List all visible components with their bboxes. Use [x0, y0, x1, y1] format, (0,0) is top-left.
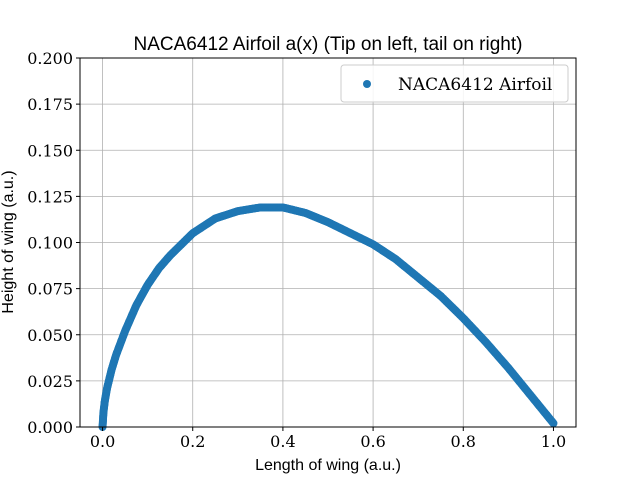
x-tick-label: 0.8 [451, 432, 476, 451]
y-tick-label: 0.025 [27, 372, 73, 391]
y-tick-label: 0.100 [27, 234, 73, 253]
y-tick-label: 0.175 [27, 95, 73, 114]
grid-lines [80, 57, 576, 428]
x-tick-label: 0.4 [270, 432, 295, 451]
y-tick-label: 0.150 [27, 141, 73, 160]
y-tick-label: 0.050 [27, 326, 73, 345]
y-tick-label: 0.200 [27, 49, 73, 68]
y-tick-label: 0.075 [27, 280, 73, 299]
y-axis-label: Height of wing (a.u.) [0, 170, 17, 313]
scatter-points [98, 203, 558, 431]
x-axis-label: Length of wing (a.u.) [255, 457, 401, 474]
x-tick-label: 0.2 [180, 432, 205, 451]
data-point [549, 419, 558, 428]
y-tick-label: 0.125 [27, 187, 73, 206]
legend: NACA6412 Airfoil [340, 64, 569, 103]
y-tick-label: 0.000 [27, 418, 73, 437]
chart-title: NACA6412 Airfoil a(x) (Tip on left, tail… [134, 34, 523, 55]
x-tick-label: 0.6 [360, 432, 385, 451]
x-tick-label: 1.0 [541, 432, 566, 451]
x-tick-label: 0.0 [90, 432, 115, 451]
legend-marker [363, 80, 371, 88]
legend-box [340, 64, 569, 103]
axis-ticks: 0.0 0.2 0.4 0.6 0.8 1.0 0.000 0.025 0.050 0.075 0.… [27, 49, 566, 451]
legend-label: NACA6412 Airfoil [398, 75, 552, 95]
